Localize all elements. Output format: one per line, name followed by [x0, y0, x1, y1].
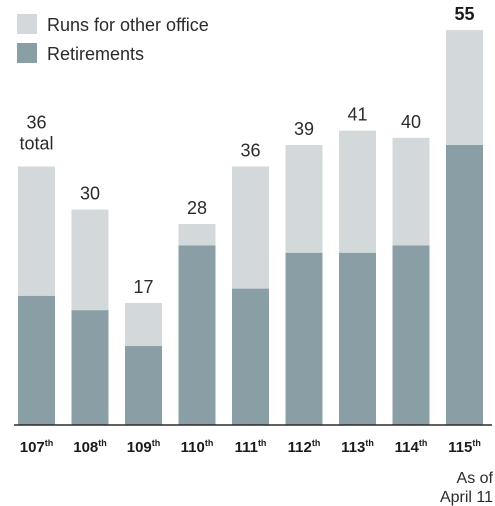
bar-runs-115 [446, 30, 483, 145]
bar-retirements-110 [178, 245, 216, 425]
last-bar-note: As of April 11 [440, 470, 494, 506]
bar-retirements-115 [446, 144, 483, 426]
total-label-108: 30 [80, 184, 100, 204]
bar-retirements-108 [71, 310, 109, 425]
category-label-115: 115th [448, 438, 481, 456]
bar-retirements-112 [285, 252, 323, 425]
bar-retirements-113 [339, 252, 376, 425]
total-label-114: 40 [401, 112, 421, 132]
category-label-113: 113th [341, 438, 374, 456]
total-label-113: 41 [347, 105, 367, 125]
bar-runs-114 [392, 137, 430, 246]
total-label-112: 39 [294, 119, 314, 139]
note-line-1: April 11 [440, 489, 493, 506]
category-labels: 107th 108th 109th 110th 111th 112th 113th 114th… [20, 438, 481, 456]
total-labels: 36 total 30 17 28 36 39 41 40 55 [19, 4, 474, 297]
category-label-114: 114th [395, 438, 428, 456]
bar-runs-110 [178, 223, 216, 246]
note-line-0: As of [457, 470, 494, 487]
bar-runs-109 [125, 302, 162, 347]
total-label-115: 55 [454, 4, 474, 24]
total-label-110: 28 [187, 198, 207, 218]
total-label-111: 36 [240, 141, 260, 161]
category-label-109: 109th [127, 438, 161, 456]
legend-label-runs: Runs for other office [47, 15, 209, 35]
bar-retirements-114 [392, 245, 430, 425]
category-label-108: 108th [73, 438, 107, 456]
category-label-112: 112th [288, 438, 321, 456]
legend-label-retirements: Retirements [47, 44, 144, 64]
bars [18, 30, 483, 426]
category-label-110: 110th [181, 438, 214, 456]
total-label-107: 36 total [19, 113, 53, 154]
category-label-107: 107th [20, 438, 54, 456]
bar-runs-113 [339, 130, 376, 253]
legend: Runs for other office Retirements [17, 14, 209, 64]
legend-swatch-runs [17, 14, 37, 34]
bar-retirements-109 [125, 346, 162, 425]
bar-retirements-107 [18, 295, 55, 425]
bar-runs-108 [71, 209, 109, 311]
legend-swatch-retirements [17, 43, 37, 63]
total-label-109: 17 [133, 277, 153, 297]
bar-runs-111 [232, 166, 269, 289]
bar-runs-112 [285, 144, 323, 253]
bar-runs-107 [18, 166, 55, 296]
category-label-111: 111th [235, 438, 267, 456]
bar-retirements-111 [232, 288, 269, 425]
